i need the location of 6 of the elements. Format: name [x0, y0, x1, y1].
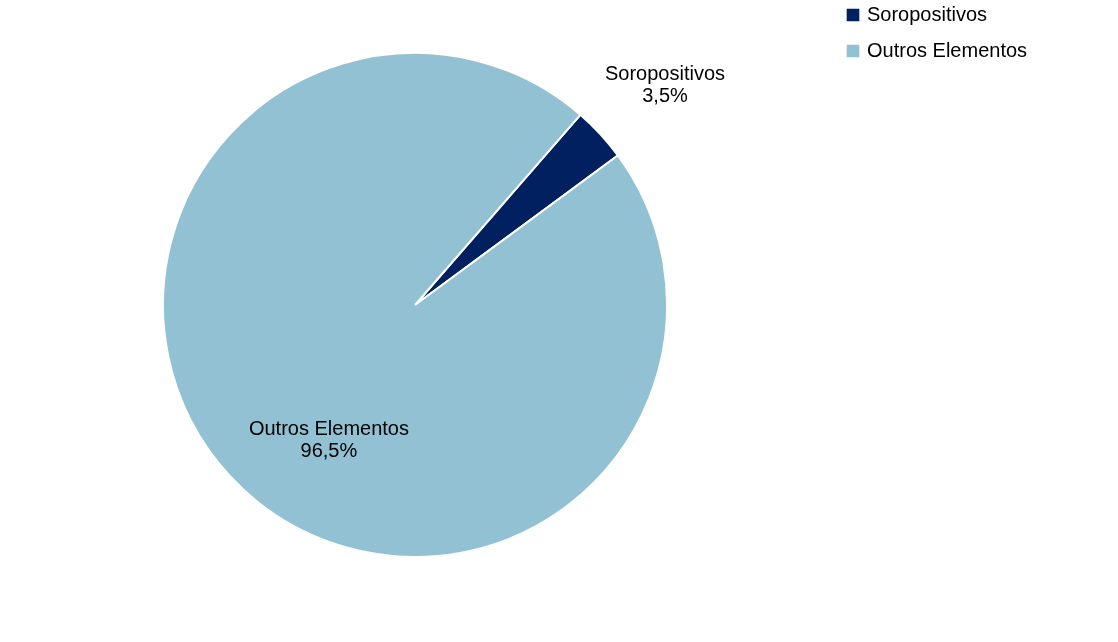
slice-label: Soropositivos — [604, 62, 726, 85]
slice-label: Outros Elementos — [248, 417, 409, 440]
data-label: 96,5% — [300, 439, 358, 462]
data-label: 3,5% — [642, 84, 689, 107]
legend-label: Soropositivos — [867, 3, 988, 25]
legend-label: Outros Elementos — [867, 39, 1028, 61]
